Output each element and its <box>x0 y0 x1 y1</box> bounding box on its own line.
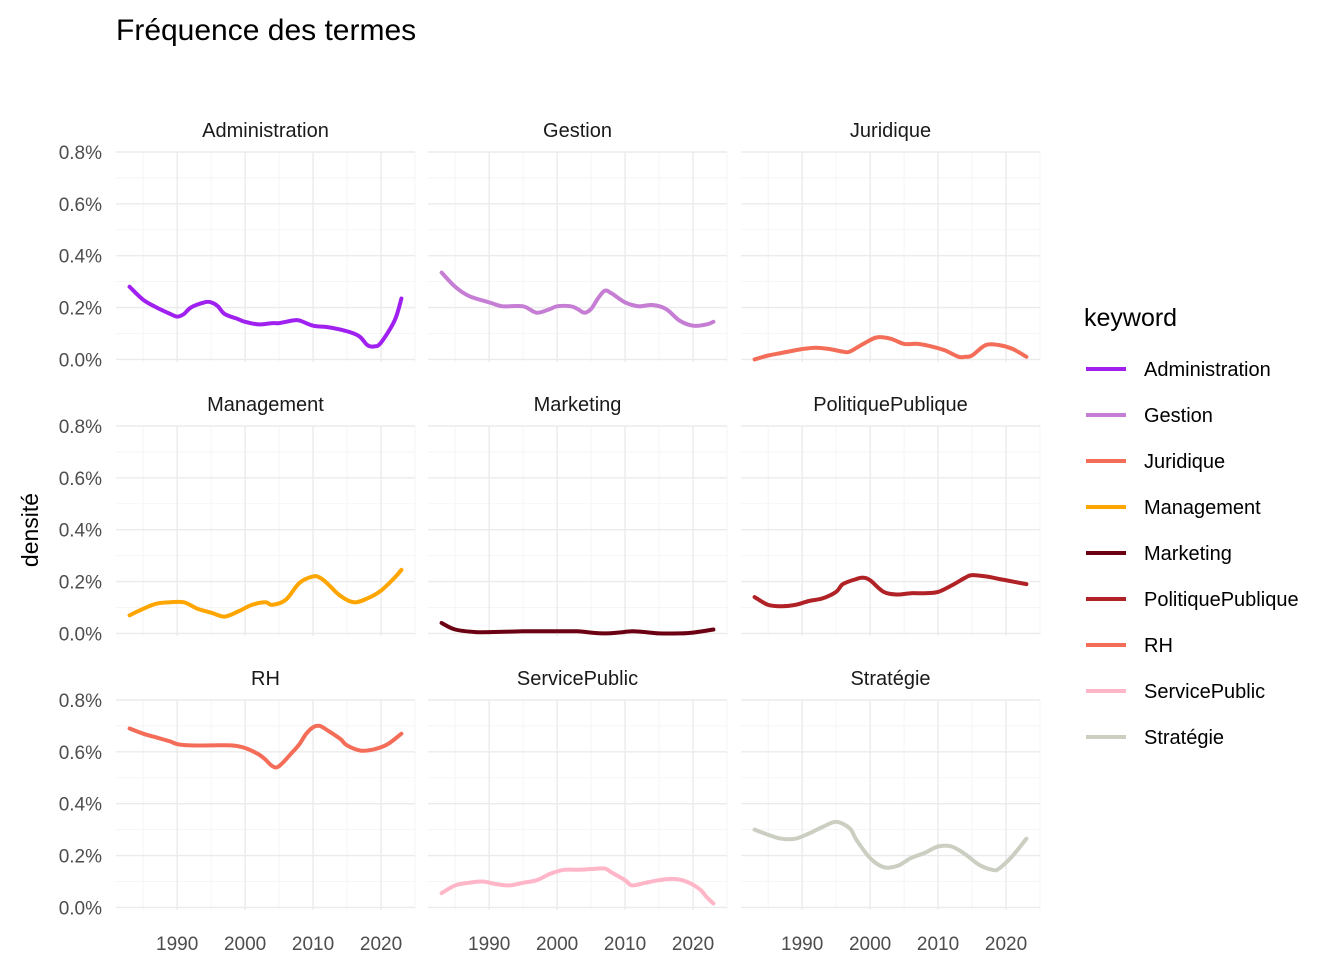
facet-administration: Administration 0.0% 0.2% 0.4% 0.6% 0.8% <box>59 120 416 371</box>
legend-item-strategie: Stratégie <box>1086 727 1224 749</box>
y-tick-label: 0.0% <box>59 350 102 371</box>
facet-strip-label: PolitiquePublique <box>813 394 968 416</box>
legend-label: Management <box>1144 497 1261 519</box>
legend-label: Administration <box>1144 359 1271 381</box>
series-line-politiquepublique <box>752 573 1029 609</box>
y-tick-label: 0.8% <box>59 691 102 712</box>
legend: keyword Administration Gestion Juridique Ma… <box>1084 304 1299 749</box>
legend-label: Gestion <box>1144 405 1213 427</box>
x-tick-label: 2020 <box>985 934 1027 955</box>
series-line-management <box>127 567 404 619</box>
legend-item-servicepublic: ServicePublic <box>1086 681 1265 703</box>
y-tick-label: 0.6% <box>59 195 102 216</box>
y-tick-label: 0.4% <box>59 247 102 268</box>
facet-strip-label: Gestion <box>543 120 612 142</box>
y-tick-label: 0.2% <box>59 847 102 868</box>
legend-label: PolitiquePublique <box>1144 589 1299 611</box>
y-tick-label: 0.8% <box>59 417 102 438</box>
y-tick-label: 0.2% <box>59 573 102 594</box>
facet-gestion: Gestion <box>428 120 728 362</box>
legend-item-management: Management <box>1086 497 1261 519</box>
facet-strip-label: Management <box>207 394 324 416</box>
chart-title: Fréquence des termes <box>116 14 416 47</box>
series-line-administration <box>127 284 404 349</box>
legend-label: ServicePublic <box>1144 681 1265 703</box>
x-tick-label: 2000 <box>224 934 266 955</box>
x-tick-label: 2020 <box>672 934 714 955</box>
facet-strip-label: Stratégie <box>850 668 930 690</box>
y-tick-label: 0.8% <box>59 143 102 164</box>
facet-rh: RH 0.0% 0.2% 0.4% 0.6% 0.8% 1990 2000 2010 2020 <box>59 668 416 955</box>
legend-label: Stratégie <box>1144 727 1224 749</box>
y-tick-label: 0.0% <box>59 624 102 645</box>
y-tick-label: 0.6% <box>59 469 102 490</box>
legend-item-juridique: Juridique <box>1086 451 1225 473</box>
facet-politiquepublique: PolitiquePublique <box>741 394 1041 636</box>
x-tick-label: 2010 <box>604 934 646 955</box>
facet-strip-label: ServicePublic <box>517 668 638 690</box>
legend-title: keyword <box>1084 304 1177 332</box>
legend-label: Marketing <box>1144 543 1232 565</box>
x-tick-label: 2010 <box>917 934 959 955</box>
y-axis-label: densité <box>17 493 43 567</box>
y-tick-label: 0.0% <box>59 898 102 919</box>
series-line-juridique <box>752 335 1029 362</box>
legend-label: Juridique <box>1144 451 1225 473</box>
x-tick-label: 1990 <box>781 934 823 955</box>
legend-item-administration: Administration <box>1086 359 1271 381</box>
x-tick-label: 2020 <box>360 934 402 955</box>
facet-strategie: Stratégie 1990 2000 2010 2020 <box>741 668 1041 955</box>
facet-juridique: Juridique <box>741 120 1041 362</box>
facet-strip-label: Juridique <box>850 120 931 142</box>
facet-management: Management 0.0% 0.2% 0.4% 0.6% 0.8% <box>59 394 416 645</box>
x-tick-label: 1990 <box>468 934 510 955</box>
facet-strip-label: Administration <box>202 120 329 142</box>
x-tick-label: 2000 <box>849 934 891 955</box>
legend-item-marketing: Marketing <box>1086 543 1232 565</box>
facet-panels: Administration 0.0% 0.2% 0.4% 0.6% 0.8% Gestio… <box>59 120 1041 955</box>
facet-servicepublic: ServicePublic 1990 2000 2010 2020 <box>428 668 728 955</box>
series-line-rh <box>127 723 404 770</box>
legend-item-rh: RH <box>1086 635 1173 657</box>
x-tick-label: 1990 <box>156 934 198 955</box>
series-line-gestion <box>439 270 716 328</box>
y-tick-label: 0.2% <box>59 299 102 320</box>
legend-item-gestion: Gestion <box>1086 405 1213 427</box>
y-tick-label: 0.6% <box>59 743 102 764</box>
legend-label: RH <box>1144 635 1173 657</box>
series-line-marketing <box>439 621 716 636</box>
facet-strip-label: Marketing <box>534 394 622 416</box>
y-tick-label: 0.4% <box>59 795 102 816</box>
legend-item-politiquepublique: PolitiquePublique <box>1086 589 1299 611</box>
x-tick-label: 2000 <box>536 934 578 955</box>
series-line-servicepublic <box>439 866 716 906</box>
facet-marketing: Marketing <box>428 394 728 636</box>
series-line-strategie <box>752 819 1029 873</box>
y-tick-label: 0.4% <box>59 521 102 542</box>
facet-strip-label: RH <box>251 668 280 690</box>
x-tick-label: 2010 <box>292 934 334 955</box>
